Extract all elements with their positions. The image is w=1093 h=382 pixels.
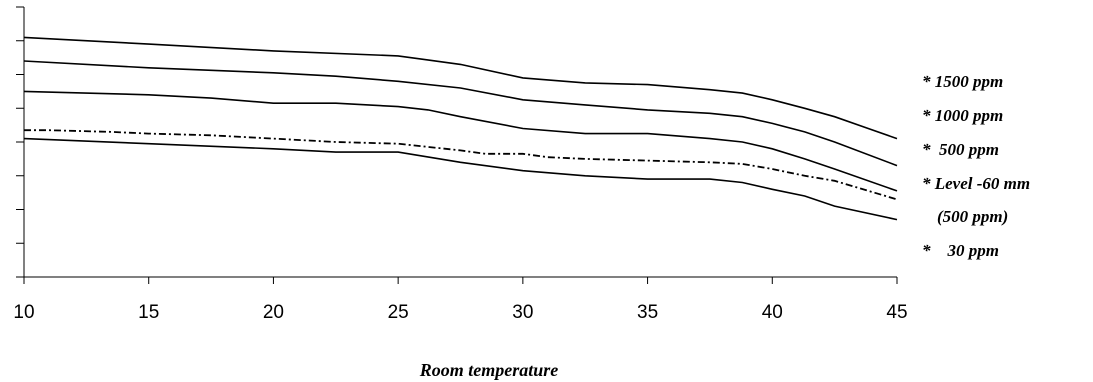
series-lines: [23, 36, 898, 221]
series-line-5: [23, 137, 898, 221]
x-tick-label: 20: [263, 302, 284, 323]
legend-label: * 500 ppm: [922, 140, 999, 159]
legend: * 1500 ppm * 1000 ppm * 500 ppm * Level -60…: [922, 72, 1030, 260]
series-line-2: [23, 60, 898, 167]
x-tick-label: 40: [762, 302, 783, 323]
series-line-1: [23, 36, 898, 140]
legend-label: * 1000 ppm: [922, 106, 1003, 125]
legend-label: * Level -60 mm: [922, 174, 1030, 193]
x-axis-title: Room temperature: [419, 360, 559, 380]
legend-label: * 30 ppm: [922, 241, 999, 260]
x-tick-label: 25: [388, 302, 409, 323]
x-ticks: 10 15 20 25 30 35 40 45: [13, 277, 908, 323]
x-tick-label: 35: [637, 302, 658, 323]
x-tick-label: 15: [138, 302, 159, 323]
axes: [16, 6, 897, 278]
series-line-3: [23, 90, 898, 192]
legend-label: (500 ppm): [937, 207, 1008, 226]
series-line-4: [24, 129, 898, 201]
legend-label: * 1500 ppm: [922, 72, 1003, 91]
x-tick-label: 45: [886, 302, 907, 323]
x-tick-label: 10: [13, 302, 34, 323]
x-tick-label: 30: [512, 302, 533, 323]
